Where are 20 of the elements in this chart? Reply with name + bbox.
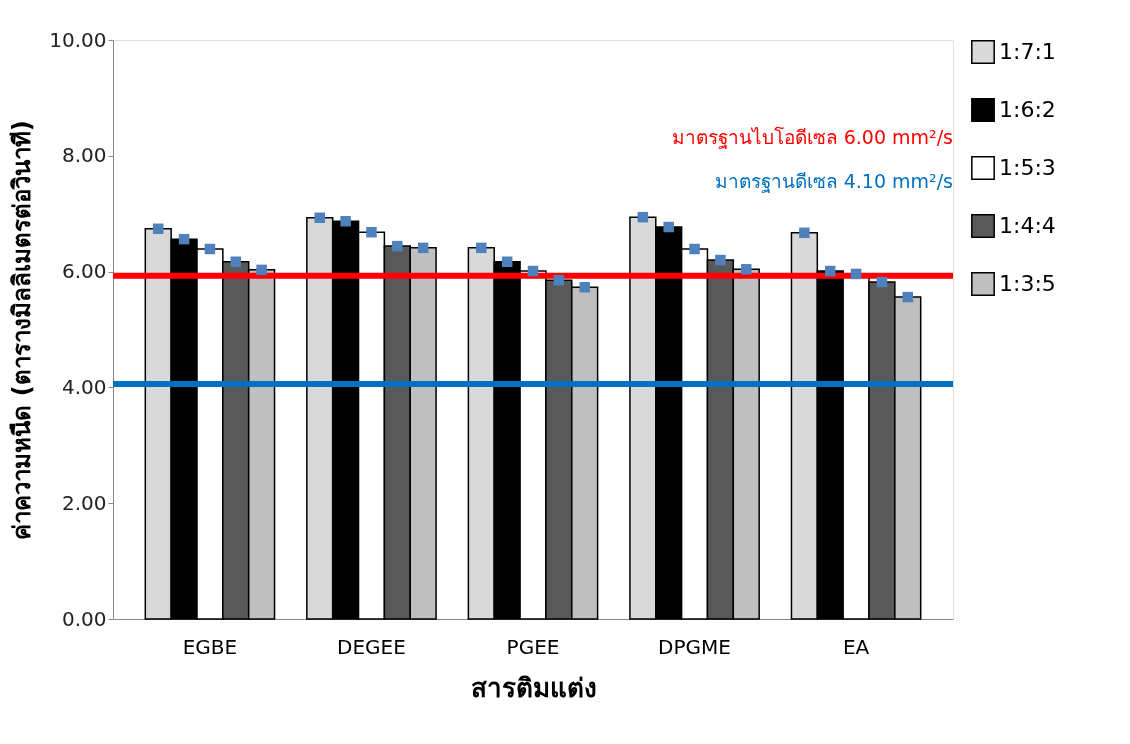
y-tick-label: 2.00: [61, 490, 107, 515]
legend-label: 1:5:3: [999, 155, 1056, 180]
x-tick-label: PGEE: [506, 634, 560, 659]
x-tick-label: EA: [842, 634, 870, 659]
legend-label: 1:6:2: [999, 97, 1056, 122]
y-tick-label: 4.00: [61, 374, 107, 399]
x-tick-label: DEGEE: [337, 634, 406, 659]
ref-line-label: มาตรฐานไบโอดีเซล 6.00 mm²/s: [671, 126, 953, 149]
y-tick-label: 0.00: [61, 606, 107, 631]
legend-label: 1:3:5: [999, 271, 1056, 296]
legend-label: 1:4:4: [999, 213, 1056, 238]
legend-label: 1:7:1: [999, 39, 1056, 64]
x-tick-label: DPGME: [658, 634, 731, 659]
y-tick-label: 10.00: [49, 27, 107, 52]
x-tick-label: EGBE: [182, 634, 238, 659]
y-tick-label: 8.00: [61, 143, 107, 168]
y-tick-label: 6.00: [61, 259, 107, 284]
x-axis-title: สารติมแต่ง: [470, 672, 597, 703]
y-axis-title: ค่าความหนืด (ตารางมิลลิเมตรต่อวินาที): [8, 120, 37, 540]
ref-line-label: มาตรฐานดีเซล 4.10 mm²/s: [714, 170, 953, 193]
